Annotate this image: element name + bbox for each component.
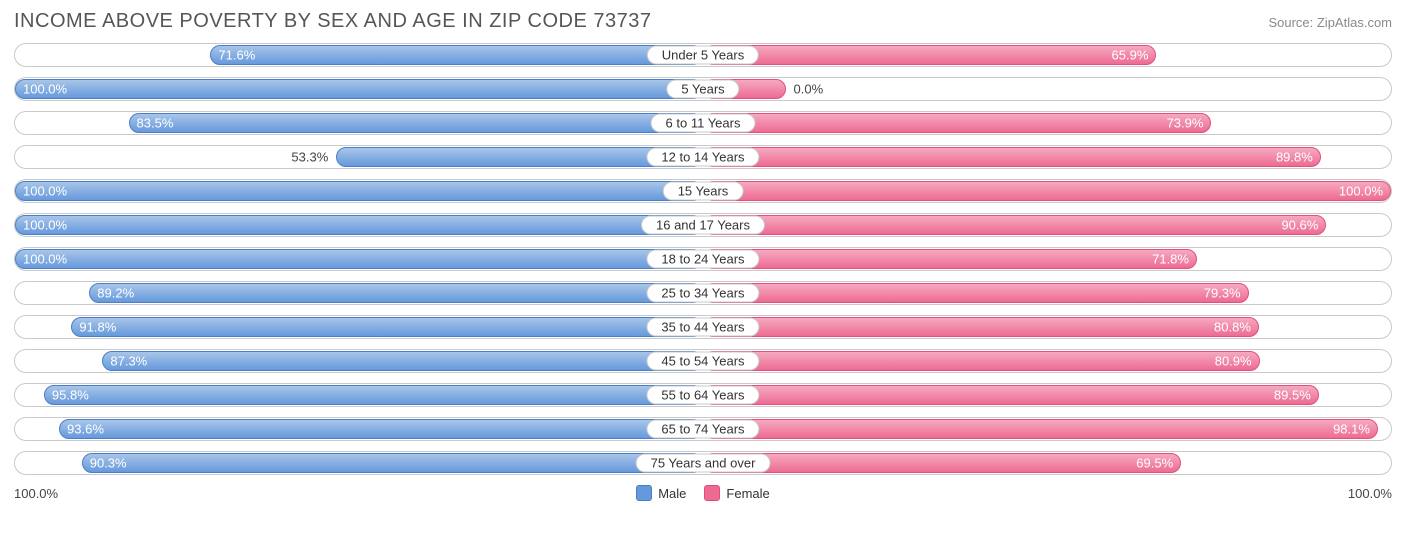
legend-female: Female	[704, 485, 769, 501]
category-label: 12 to 14 Years	[646, 148, 759, 167]
male-bar	[102, 351, 703, 371]
male-value: 83.5%	[137, 116, 174, 131]
category-label: 25 to 34 Years	[646, 284, 759, 303]
chart-row: 87.3% 80.9% 45 to 54 Years	[14, 349, 1392, 373]
category-label: 65 to 74 Years	[646, 420, 759, 439]
male-bar	[15, 79, 703, 99]
female-value: 90.6%	[1281, 218, 1318, 233]
female-bar	[703, 181, 1391, 201]
category-label: 15 Years	[663, 182, 744, 201]
chart-footer: 100.0% Male Female 100.0%	[14, 485, 1392, 501]
female-value: 65.9%	[1112, 48, 1149, 63]
legend-male-label: Male	[658, 486, 686, 501]
female-value: 80.8%	[1214, 320, 1251, 335]
male-bar	[15, 181, 703, 201]
axis-left-extent: 100.0%	[14, 486, 58, 501]
male-bar	[44, 385, 703, 405]
chart-row: 89.2% 79.3% 25 to 34 Years	[14, 281, 1392, 305]
male-bar	[15, 215, 703, 235]
chart-source: Source: ZipAtlas.com	[1268, 15, 1392, 30]
legend-male-swatch	[636, 485, 652, 501]
chart-row: 53.3% 89.8% 12 to 14 Years	[14, 145, 1392, 169]
female-bar	[703, 453, 1181, 473]
chart-title: INCOME ABOVE POVERTY BY SEX AND AGE IN Z…	[14, 10, 651, 33]
female-bar	[703, 215, 1326, 235]
female-bar	[703, 419, 1378, 439]
category-label: 6 to 11 Years	[651, 114, 756, 133]
male-bar	[89, 283, 703, 303]
female-value: 89.5%	[1274, 388, 1311, 403]
female-value: 100.0%	[1339, 184, 1383, 199]
male-value: 89.2%	[97, 286, 134, 301]
category-label: Under 5 Years	[647, 46, 759, 65]
male-value: 100.0%	[23, 82, 67, 97]
male-bar	[82, 453, 703, 473]
female-bar	[703, 317, 1259, 337]
female-bar	[703, 147, 1321, 167]
category-label: 16 and 17 Years	[641, 216, 765, 235]
chart-row: 90.3% 69.5% 75 Years and over	[14, 451, 1392, 475]
female-value: 80.9%	[1215, 354, 1252, 369]
male-value: 93.6%	[67, 422, 104, 437]
female-bar	[703, 283, 1249, 303]
female-value: 69.5%	[1136, 456, 1173, 471]
legend: Male Female	[636, 485, 770, 501]
male-value: 100.0%	[23, 252, 67, 267]
female-bar	[703, 351, 1260, 371]
male-value: 71.6%	[218, 48, 255, 63]
female-value: 0.0%	[794, 82, 824, 97]
male-bar	[71, 317, 703, 337]
male-value: 90.3%	[90, 456, 127, 471]
male-bar	[15, 249, 703, 269]
female-bar	[703, 385, 1319, 405]
category-label: 35 to 44 Years	[646, 318, 759, 337]
legend-female-swatch	[704, 485, 720, 501]
female-value: 89.8%	[1276, 150, 1313, 165]
chart-row: 100.0% 71.8% 18 to 24 Years	[14, 247, 1392, 271]
category-label: 55 to 64 Years	[646, 386, 759, 405]
male-value: 100.0%	[23, 184, 67, 199]
male-value: 87.3%	[110, 354, 147, 369]
category-label: 18 to 24 Years	[646, 250, 759, 269]
chart-row: 95.8% 89.5% 55 to 64 Years	[14, 383, 1392, 407]
female-bar	[703, 113, 1211, 133]
male-value: 91.8%	[79, 320, 116, 335]
category-label: 5 Years	[666, 80, 739, 99]
category-label: 45 to 54 Years	[646, 352, 759, 371]
category-label: 75 Years and over	[636, 454, 771, 473]
chart-row: 100.0% 0.0% 5 Years	[14, 77, 1392, 101]
chart-row: 93.6% 98.1% 65 to 74 Years	[14, 417, 1392, 441]
axis-right-extent: 100.0%	[1348, 486, 1392, 501]
legend-female-label: Female	[726, 486, 769, 501]
chart-header: INCOME ABOVE POVERTY BY SEX AND AGE IN Z…	[14, 10, 1392, 33]
diverging-bar-chart: 71.6% 65.9% Under 5 Years 100.0% 0.0% 5 Years…	[14, 43, 1392, 475]
female-value: 71.8%	[1152, 252, 1189, 267]
male-bar	[129, 113, 703, 133]
male-bar	[210, 45, 703, 65]
legend-male: Male	[636, 485, 686, 501]
chart-row: 83.5% 73.9% 6 to 11 Years	[14, 111, 1392, 135]
female-bar	[703, 45, 1156, 65]
chart-row: 100.0% 90.6% 16 and 17 Years	[14, 213, 1392, 237]
male-value: 100.0%	[23, 218, 67, 233]
female-value: 73.9%	[1167, 116, 1204, 131]
female-bar	[703, 249, 1197, 269]
male-value: 95.8%	[52, 388, 89, 403]
chart-row: 100.0% 100.0% 15 Years	[14, 179, 1392, 203]
female-value: 79.3%	[1204, 286, 1241, 301]
chart-row: 71.6% 65.9% Under 5 Years	[14, 43, 1392, 67]
chart-row: 91.8% 80.8% 35 to 44 Years	[14, 315, 1392, 339]
male-bar	[59, 419, 703, 439]
male-value: 53.3%	[291, 150, 328, 165]
female-value: 98.1%	[1333, 422, 1370, 437]
